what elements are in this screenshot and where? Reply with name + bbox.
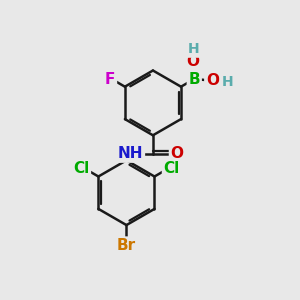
Text: H: H (187, 42, 199, 56)
Text: Cl: Cl (73, 161, 89, 176)
Text: O: O (171, 146, 184, 161)
Text: F: F (105, 71, 116, 86)
Text: O: O (186, 54, 199, 69)
Text: B: B (188, 71, 200, 86)
Text: NH: NH (118, 146, 143, 161)
Text: H: H (221, 75, 233, 89)
Text: Cl: Cl (164, 161, 180, 176)
Text: O: O (206, 73, 219, 88)
Text: Br: Br (117, 238, 136, 253)
